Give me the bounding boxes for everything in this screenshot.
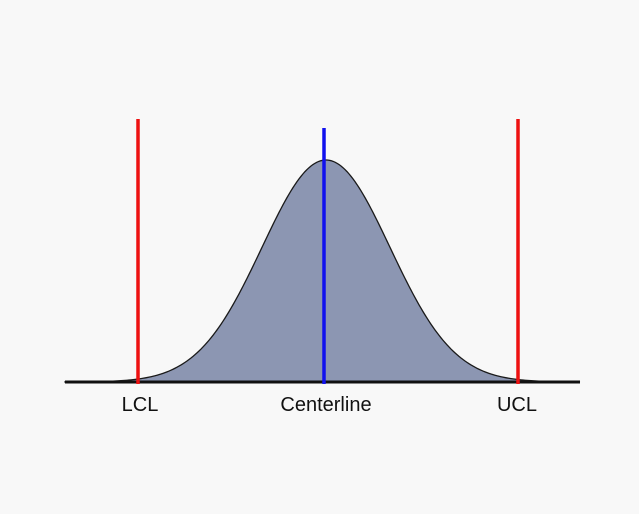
lcl-label: LCL xyxy=(122,394,159,416)
ucl-label: UCL xyxy=(497,394,537,416)
centerline-label: Centerline xyxy=(280,394,371,416)
